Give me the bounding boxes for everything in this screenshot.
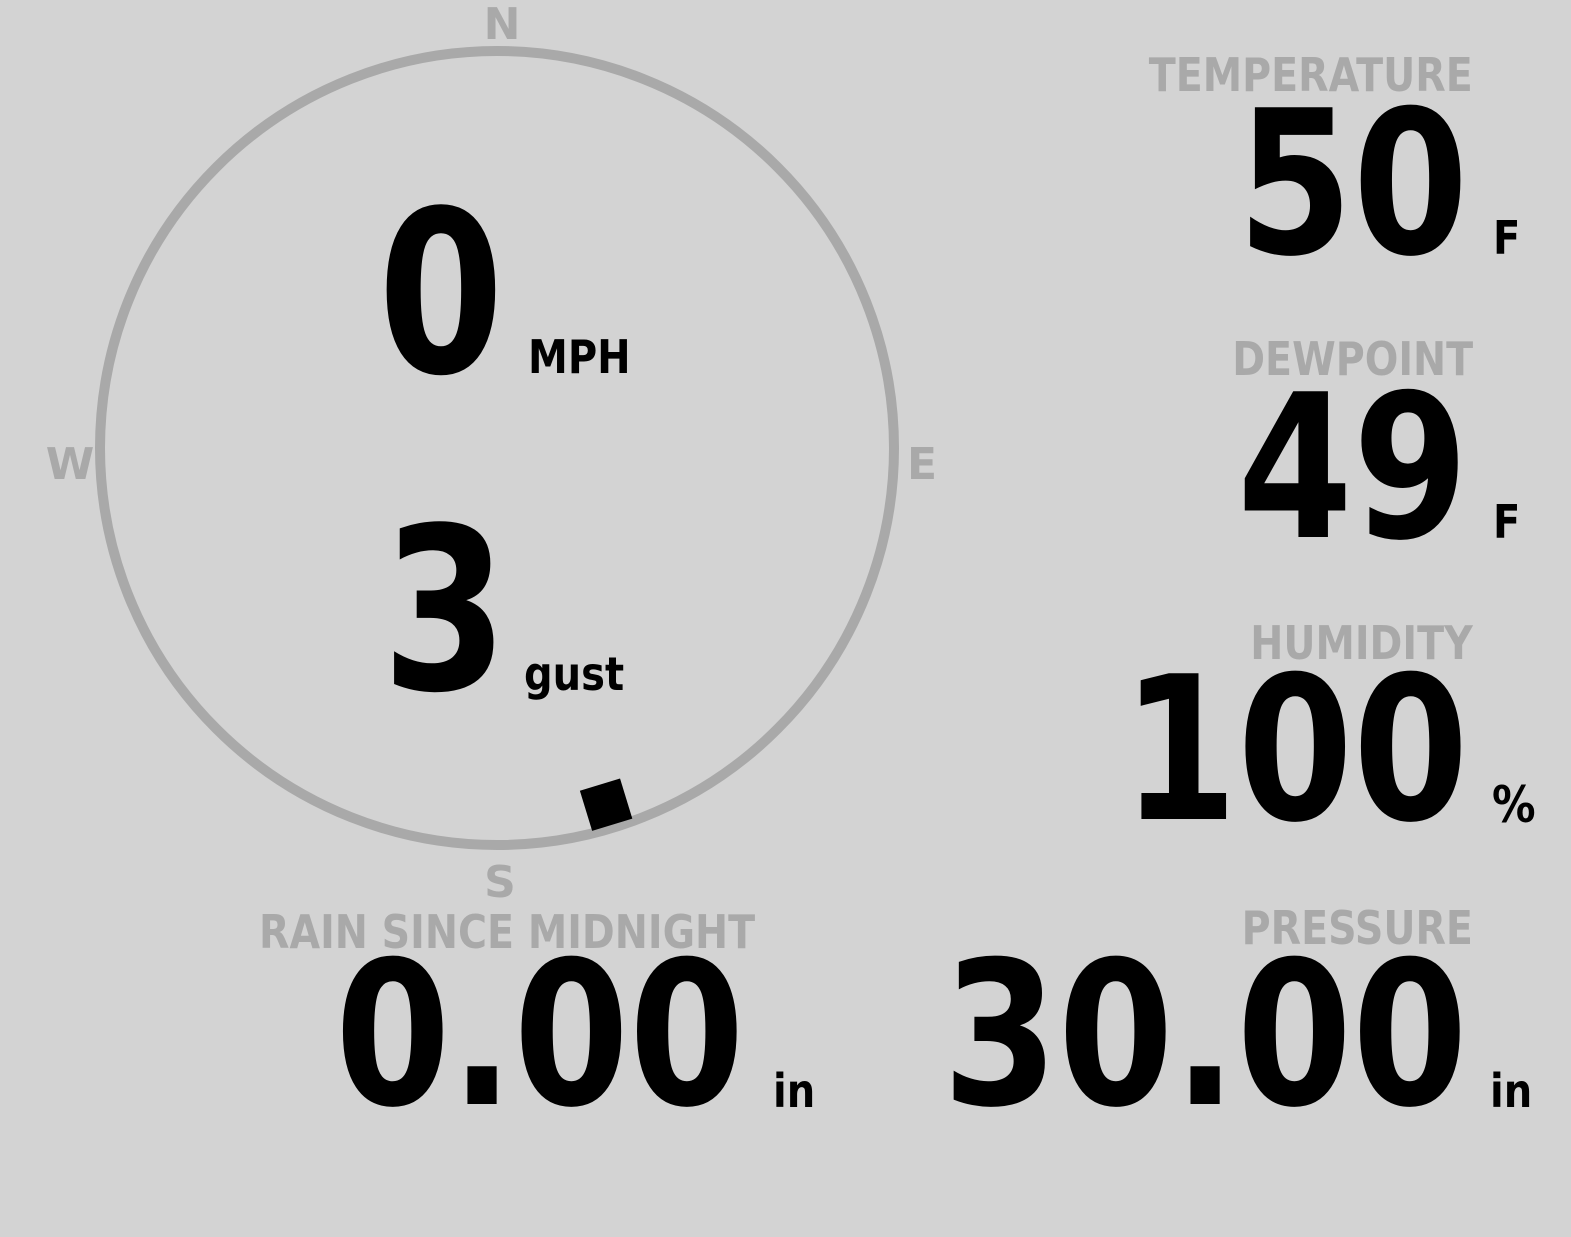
pressure-unit: in xyxy=(1490,1064,1533,1118)
dewpoint-unit: F xyxy=(1493,495,1521,549)
compass-south-label: S xyxy=(484,857,516,908)
rain-unit: in xyxy=(773,1064,816,1118)
dewpoint-label: DEWPOINT xyxy=(1232,332,1473,386)
rain-label: RAIN SINCE MIDNIGHT xyxy=(259,905,756,959)
wind-speed-unit: MPH xyxy=(528,330,631,384)
temperature-value: 50 xyxy=(1236,68,1468,301)
dewpoint-value: 49 xyxy=(1236,352,1468,585)
pressure-value: 30.00 xyxy=(942,919,1468,1152)
pressure-label: PRESSURE xyxy=(1241,901,1473,955)
rain-value: 0.00 xyxy=(335,919,745,1152)
compass-ring xyxy=(95,46,899,850)
humidity-label: HUMIDITY xyxy=(1250,616,1473,670)
wind-direction-marker xyxy=(579,778,633,831)
wind-gust-value: 3 xyxy=(382,480,508,743)
temperature-unit: F xyxy=(1493,211,1521,265)
humidity-value: 100 xyxy=(1121,634,1468,867)
wind-gust-unit: gust xyxy=(524,647,625,701)
compass-west-label: W xyxy=(45,439,95,490)
wind-speed-value: 0 xyxy=(378,163,504,426)
humidity-unit: % xyxy=(1492,776,1536,834)
compass-east-label: E xyxy=(906,439,938,490)
temperature-label: TEMPERATURE xyxy=(1148,48,1473,102)
compass-north-label: N xyxy=(483,0,521,50)
